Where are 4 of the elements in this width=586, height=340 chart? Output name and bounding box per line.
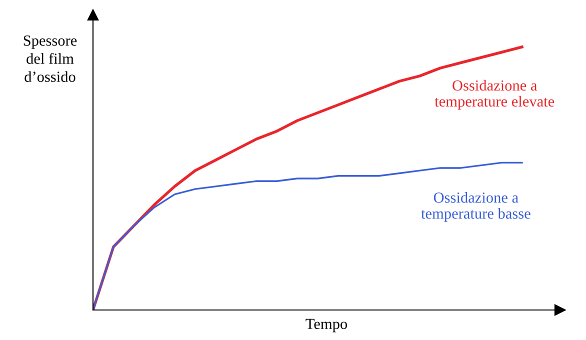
y-axis-title: Spessore del film d’ossido <box>24 35 77 82</box>
series-label: Ossidazione a temperature elevate <box>434 80 554 110</box>
x-axis-title: Tempo <box>306 318 348 332</box>
series-label: Ossidazione a temperature basse <box>421 192 530 222</box>
